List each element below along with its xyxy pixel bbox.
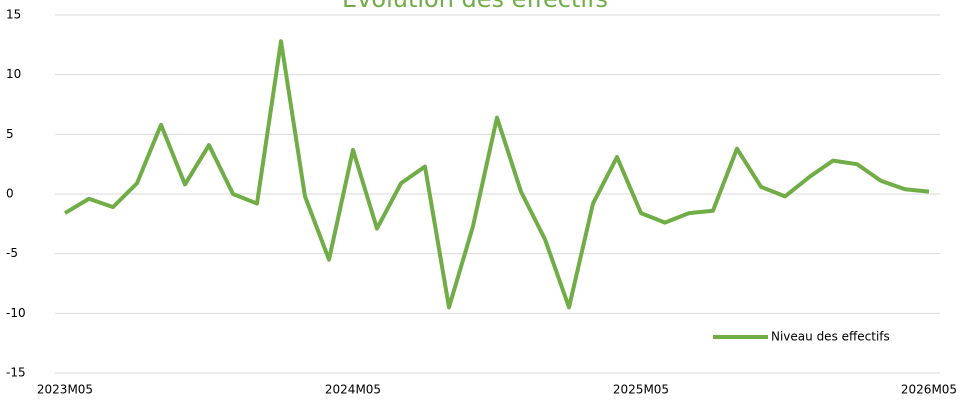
- x-tick-label: 2025M05: [613, 383, 669, 397]
- x-tick-label: 2024M05: [325, 383, 381, 397]
- y-tick-label: -15: [6, 366, 26, 380]
- chart-title: Evolution des effectifs: [342, 0, 608, 13]
- line-series: [63, 39, 930, 310]
- y-tick-label: -5: [6, 246, 18, 260]
- y-tick-label: 0: [6, 187, 14, 201]
- x-tick-label: 2026M05: [901, 383, 957, 397]
- y-tick-label: 5: [6, 127, 14, 141]
- y-tick-label: 15: [6, 8, 21, 22]
- x-tick-label: 2023M05: [37, 383, 93, 397]
- y-tick-label: -10: [6, 306, 26, 320]
- legend-label: Niveau des effectifs: [771, 330, 890, 344]
- y-tick-label: 10: [6, 67, 21, 81]
